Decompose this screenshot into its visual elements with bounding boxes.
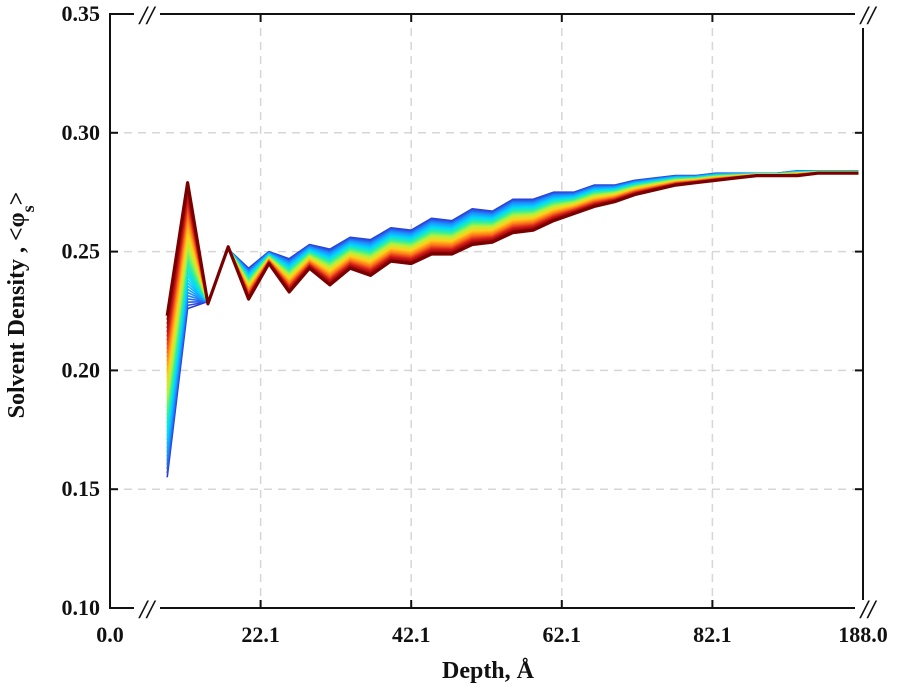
series-line [165,171,859,317]
axis-break-gap [134,600,160,622]
tick-labels: 0.0 22.1 42.1 62.1 82.1 188.0 0.10 0.15 0.20 0.25… [62,1,888,647]
x-tick-label: 82.1 [693,622,732,647]
axis-break-gap [855,600,881,622]
axes-frame: // // // // [109,1,881,624]
axis-break-mark: // [859,595,878,624]
x-tick-label: 188.0 [838,622,888,647]
grid [110,14,863,608]
y-axis-label-end: > [4,192,30,206]
series-line [166,172,859,321]
series-group [165,170,859,478]
y-tick-label: 0.30 [62,120,101,145]
y-tick-label: 0.35 [62,1,101,26]
axis-break-mark: // [138,595,157,624]
axis-break-mark: // [138,1,157,30]
y-tick-label: 0.10 [62,595,101,620]
plot-border [109,13,864,609]
x-axis-label: Depth, Å [442,658,535,684]
axis-break-mark: // [859,1,878,30]
axis-break-gap [855,6,881,28]
y-tick-label: 0.15 [62,476,101,501]
x-tick-label: 62.1 [543,622,582,647]
axis-break-gap [134,6,160,28]
series-line [166,172,859,325]
y-axis-label: Solvent Density , <φs> [4,192,38,419]
x-tick-label: 42.1 [392,622,431,647]
x-tick-label: 0.0 [96,622,124,647]
x-tick-label: 22.1 [241,622,280,647]
series-line [166,172,859,329]
y-axis-label-sub: s [18,205,38,212]
y-tick-label: 0.20 [62,357,101,382]
y-axis-label-main: Solvent Density , <φ [4,212,30,418]
y-tick-label: 0.25 [62,239,101,264]
